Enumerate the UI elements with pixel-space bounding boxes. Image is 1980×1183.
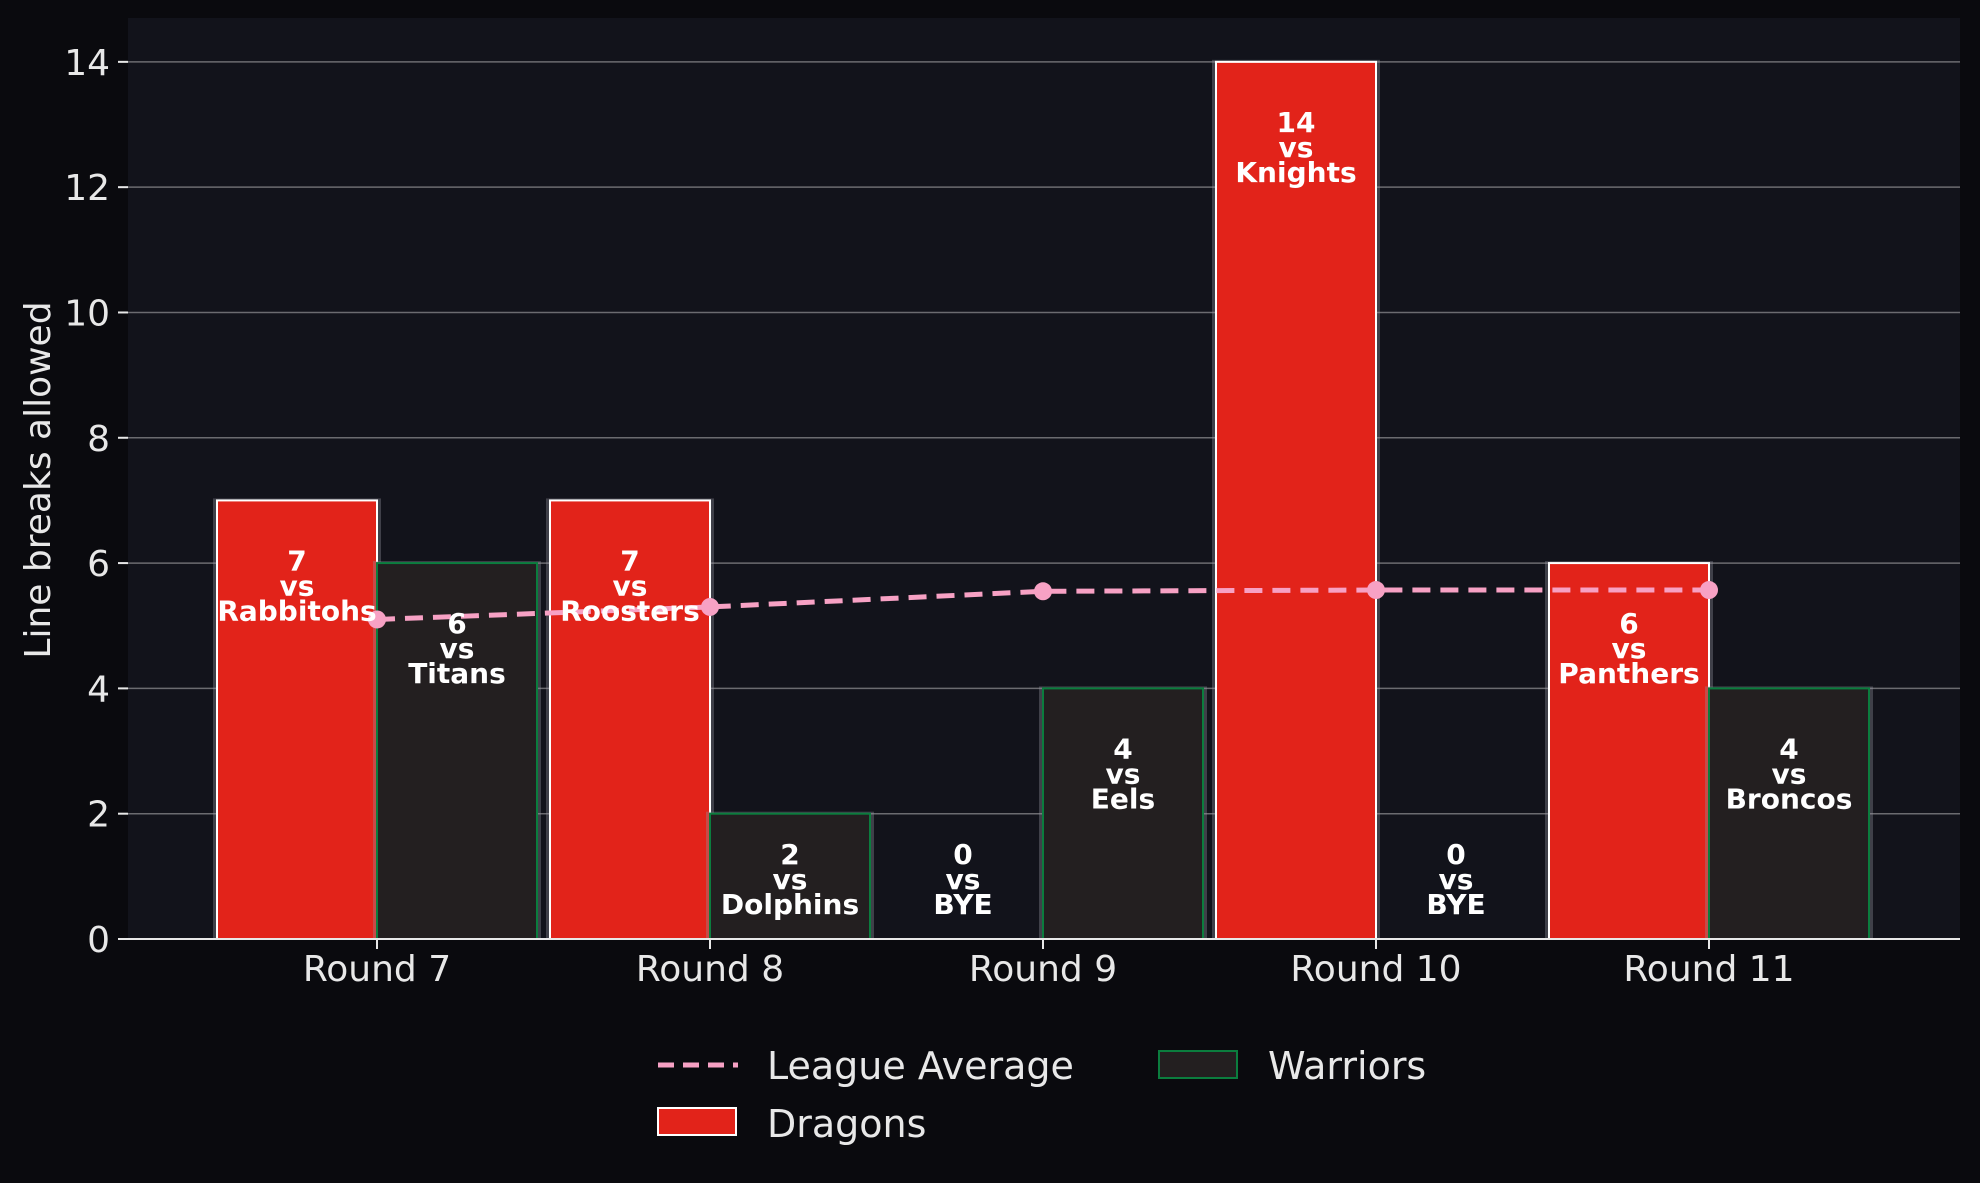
bar-data-label: Dolphins bbox=[721, 888, 859, 921]
bar-data-label: 0 bbox=[1446, 838, 1465, 871]
dragons-bar bbox=[216, 499, 378, 940]
y-tick-label: 0 bbox=[87, 920, 110, 961]
bar-data-label: BYE bbox=[933, 888, 992, 921]
x-tick-label: Round 7 bbox=[303, 949, 451, 990]
bar-data-label: Knights bbox=[1235, 156, 1356, 189]
y-tick-label: 14 bbox=[64, 43, 110, 84]
bar-data-label: vs bbox=[613, 569, 648, 602]
dragons-bar bbox=[549, 499, 711, 940]
bar-data-label: vs bbox=[1439, 863, 1474, 896]
league-average-point bbox=[1367, 581, 1385, 600]
y-axis-title: Line breaks allowed bbox=[18, 301, 59, 658]
legend-dragons-swatch bbox=[657, 1107, 737, 1136]
bar-data-label: 7 bbox=[620, 544, 639, 577]
bar-data-label: 6 bbox=[1619, 607, 1638, 640]
bar-data-label: vs bbox=[773, 863, 808, 896]
warriors-bar bbox=[376, 562, 538, 940]
x-tick-label: Round 9 bbox=[969, 949, 1117, 990]
bar-data-label: 7 bbox=[287, 544, 306, 577]
legend-warriors-swatch bbox=[1158, 1050, 1238, 1079]
bar-data-label: Broncos bbox=[1726, 782, 1853, 815]
bar-data-label: Roosters bbox=[560, 594, 700, 627]
axes: Line breaks allowed 0 2 4 6 8 10 12 14 Round 7 Ro… bbox=[18, 43, 1960, 990]
league-average-line bbox=[368, 581, 1718, 629]
bar-data-label: 14 bbox=[1277, 106, 1316, 139]
warriors-bar bbox=[709, 812, 871, 940]
y-tick-label: 10 bbox=[64, 293, 110, 334]
y-tick-label: 8 bbox=[87, 419, 110, 460]
warriors-bar bbox=[1708, 687, 1870, 940]
bar-data-label: vs bbox=[1772, 757, 1807, 790]
y-tick-label: 4 bbox=[87, 669, 110, 710]
y-tick-label: 2 bbox=[87, 795, 110, 836]
legend: League Average Dragons Warriors bbox=[657, 1044, 1426, 1146]
x-tick-label: Round 8 bbox=[636, 949, 784, 990]
x-tick-label: Round 10 bbox=[1290, 949, 1461, 990]
y-tick-label: 12 bbox=[64, 168, 110, 209]
bar-data-label: 4 bbox=[1779, 732, 1798, 765]
dragons-bar bbox=[1215, 60, 1377, 941]
league-average-point bbox=[368, 610, 386, 629]
bars bbox=[213, 59, 1873, 941]
bar-data-label: 6 bbox=[447, 607, 466, 640]
y-tick-label: 6 bbox=[87, 544, 110, 585]
league-average-point bbox=[1034, 582, 1052, 601]
bar-data-label: Panthers bbox=[1558, 657, 1699, 690]
bar-data-label: vs bbox=[440, 632, 475, 665]
bar-data-label: vs bbox=[1106, 757, 1141, 790]
bar-data-label: BYE bbox=[1426, 888, 1485, 921]
legend-league-average-label: League Average bbox=[767, 1044, 1074, 1088]
bar-data-label: Eels bbox=[1091, 782, 1155, 815]
bar-data-label: Rabbitohs bbox=[217, 594, 376, 627]
legend-dragons-label: Dragons bbox=[767, 1102, 926, 1146]
bar-data-label: vs bbox=[1279, 131, 1314, 164]
legend-warriors-label: Warriors bbox=[1268, 1044, 1426, 1088]
x-tick-label: Round 11 bbox=[1623, 949, 1794, 990]
bar-data-label: Titans bbox=[408, 657, 506, 690]
league-average-point bbox=[1700, 581, 1718, 600]
bar-data-label: vs bbox=[1612, 632, 1647, 665]
bar-data-label: 2 bbox=[780, 838, 799, 871]
bar-data-label: 0 bbox=[953, 838, 972, 871]
dragons-bar bbox=[1548, 562, 1710, 940]
bar-data-label: vs bbox=[280, 569, 315, 602]
league-average-point bbox=[701, 597, 719, 616]
bar-data-label: vs bbox=[946, 863, 981, 896]
bar-data-label: 4 bbox=[1113, 732, 1132, 765]
